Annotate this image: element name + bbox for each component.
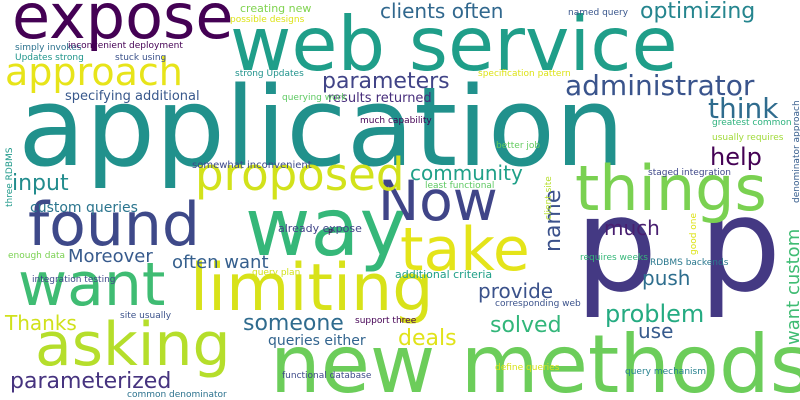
word: stuck using	[115, 53, 166, 63]
word: already expose	[278, 222, 362, 235]
word: creating new	[240, 2, 311, 15]
word: additional criteria	[395, 268, 492, 281]
word: results returned	[328, 91, 432, 106]
word: deals	[398, 326, 457, 351]
word: administrator	[565, 69, 755, 102]
word: someone	[243, 311, 344, 336]
word: three RDBMS	[5, 147, 15, 207]
word: query mechanism	[625, 367, 706, 377]
word: things	[575, 152, 767, 225]
word: somewhat inconvenient	[192, 160, 312, 171]
word: querying work	[282, 93, 347, 103]
word: want custom	[783, 229, 800, 345]
word: name	[541, 190, 566, 252]
word: asking	[35, 310, 231, 380]
word: application	[18, 63, 625, 191]
word: much	[604, 216, 660, 240]
word: custom queries	[30, 200, 138, 216]
word: approach	[5, 50, 183, 94]
word: new methods	[270, 318, 800, 400]
word: greatest common	[712, 118, 792, 128]
word: RDBMS backends	[650, 258, 729, 268]
word: specifying additional	[65, 89, 200, 104]
word: good one	[689, 212, 699, 255]
word: want	[18, 250, 165, 320]
word: clients often	[380, 0, 503, 23]
word: specification pattern	[478, 69, 571, 79]
word: problem	[605, 300, 704, 328]
word: often want	[172, 252, 269, 273]
word: way	[245, 181, 407, 274]
word: Thanks	[4, 311, 77, 335]
word: Now	[378, 169, 498, 233]
word: corresponding web	[495, 299, 581, 309]
word: strong Updates	[235, 69, 304, 79]
word: site usually	[120, 311, 172, 321]
word: enough data	[8, 251, 65, 261]
word: client site	[544, 176, 554, 220]
word: common denominator	[127, 390, 227, 400]
word: found	[28, 190, 200, 260]
word: provide	[478, 279, 553, 303]
word: take	[400, 215, 530, 285]
word: possible designs	[230, 15, 305, 25]
word: support three	[355, 316, 417, 326]
word: better job	[496, 141, 540, 151]
word: P	[328, 228, 333, 237]
word: inconvenient deployment	[68, 41, 183, 51]
word: Updates strong	[15, 53, 84, 63]
word: queries either	[268, 333, 366, 349]
word: input	[12, 171, 69, 196]
word: named query	[568, 8, 629, 18]
word: denominator approach	[792, 100, 800, 203]
word: define queries	[495, 363, 560, 373]
word: integration testing	[32, 275, 116, 285]
word: usually requires	[712, 133, 784, 143]
word: think	[708, 92, 779, 125]
word: proposed	[195, 148, 404, 201]
word: query plan	[252, 268, 300, 278]
word: least functional	[425, 181, 494, 191]
word: limiting	[190, 251, 434, 326]
word: parameterized	[10, 369, 171, 394]
word: push	[642, 266, 690, 290]
word: staged integration	[648, 168, 731, 178]
word: requires weeks	[580, 253, 648, 263]
word: web service	[230, 0, 678, 88]
word: use	[638, 319, 673, 343]
word: help	[710, 143, 762, 171]
word: functional database	[282, 371, 372, 381]
word: p p	[575, 169, 781, 321]
word: much capability	[360, 116, 432, 126]
word: Moreover	[68, 246, 153, 267]
word: parameters	[322, 69, 450, 94]
word: optimizing	[640, 0, 755, 24]
word: expose	[12, 0, 233, 53]
word: simply invokes	[15, 43, 82, 53]
word: solved	[490, 313, 562, 338]
word: community	[410, 161, 523, 185]
